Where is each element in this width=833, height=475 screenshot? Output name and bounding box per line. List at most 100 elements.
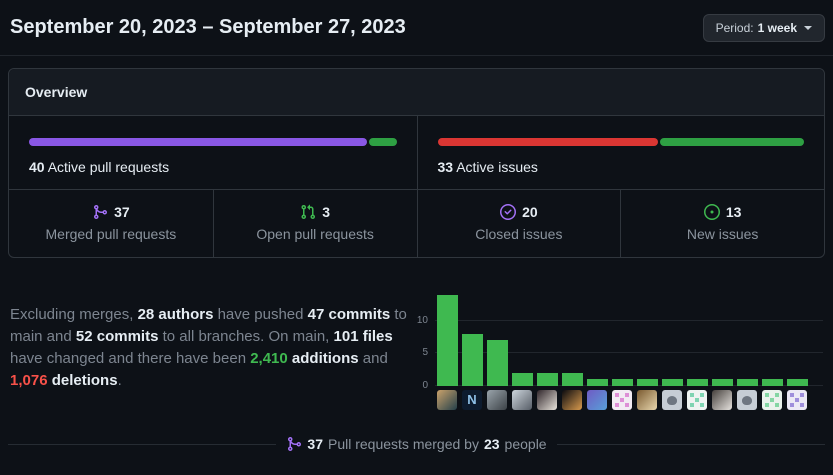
default-avatar-icon (742, 396, 752, 405)
commit-count-bar (662, 379, 683, 386)
active-pull-requests-section: 40 Active pull requests (9, 116, 417, 189)
default-avatar-icon (667, 396, 677, 405)
summary-segment: . (117, 372, 122, 389)
merged-pull-requests-count: 37 (114, 204, 130, 220)
summary-segment: Excluding merges, (10, 306, 138, 323)
chart-bars (437, 288, 823, 386)
issues-progress-bar (437, 138, 804, 146)
overview-title: Overview (25, 84, 88, 100)
closed-issues-label: Closed issues (475, 226, 563, 242)
open-pull-requests-stat[interactable]: 3 Open pull requests (212, 190, 417, 257)
author-avatar[interactable] (512, 390, 532, 410)
author-avatar[interactable] (612, 390, 632, 410)
overview-active-section: 40 Active pull requests 33 Active issues (9, 116, 824, 189)
author-avatar[interactable] (787, 390, 807, 410)
new-segment (660, 138, 804, 146)
author-avatar[interactable] (537, 390, 557, 410)
author-avatar[interactable] (487, 390, 507, 410)
merged-pull-requests-divider: 37 Pull requests merged by 23 people (8, 436, 826, 452)
commit-count-bar (612, 379, 633, 386)
author-avatar[interactable] (637, 390, 657, 410)
commit-count-bar (512, 372, 533, 386)
merged-pull-requests-label: Merged pull requests (45, 226, 177, 242)
overview-card-header: Overview (9, 69, 824, 116)
commit-count-bar (437, 294, 458, 386)
merged-pull-requests-stat[interactable]: 37 Merged pull requests (9, 190, 213, 257)
merged-text: Pull requests merged by (328, 436, 479, 452)
commit-count-bar (637, 379, 658, 386)
commits-per-author-chart: 0 5 10 N (413, 288, 823, 410)
author-avatar[interactable] (687, 390, 707, 410)
people-text: people (504, 436, 547, 452)
open-segment (369, 138, 397, 146)
commit-count-bar (737, 379, 758, 386)
summary-segment: to main and (10, 306, 407, 345)
summary-segment: have changed and there have been (10, 350, 251, 367)
commit-summary-paragraph: Excluding merges, 28 authors have pushed… (10, 304, 412, 410)
issue-opened-icon (703, 204, 720, 220)
overview-card: Overview 40 Active pull requests 33 Acti… (8, 68, 825, 258)
active-pull-requests-text: Active pull requests (47, 159, 170, 175)
merged-segment (29, 138, 368, 146)
chart-ytick-label: 5 (422, 347, 428, 359)
new-issues-stat[interactable]: 13 New issues (620, 190, 824, 257)
new-issues-label: New issues (686, 226, 759, 242)
identicon-pattern (790, 393, 794, 397)
active-pull-requests-label: 40 Active pull requests (29, 159, 397, 175)
author-avatar[interactable] (712, 390, 732, 410)
issue-closed-icon (500, 204, 517, 220)
merged-summary-text: 37 Pull requests merged by 23 people (286, 436, 547, 452)
open-pull-requests-count: 3 (322, 204, 331, 220)
pull-requests-progress-bar (29, 138, 397, 146)
summary-segment: 2,410 (250, 350, 288, 367)
commit-count-bar (462, 333, 483, 386)
new-issues-count: 13 (725, 204, 742, 220)
chevron-down-icon (804, 25, 812, 30)
commit-count-bar (762, 379, 783, 386)
git-merge-icon (94, 205, 108, 220)
people-count: 23 (483, 436, 500, 452)
identicon-pattern (765, 393, 769, 397)
activity-section: Excluding merges, 28 authors have pushed… (0, 258, 833, 410)
open-pull-requests-label: Open pull requests (256, 226, 374, 242)
summary-segment: additions (291, 350, 359, 367)
identicon-pattern (690, 393, 694, 397)
active-issues-label: 33 Active issues (438, 159, 805, 175)
commit-count-bar (687, 379, 708, 386)
commit-count-bar (587, 379, 608, 386)
author-avatar[interactable] (762, 390, 782, 410)
summary-segment: have pushed (213, 306, 308, 323)
author-avatar[interactable] (737, 390, 757, 410)
active-pull-requests-count: 40 (29, 159, 45, 175)
author-avatar[interactable] (437, 390, 457, 410)
closed-issues-stat[interactable]: 20 Closed issues (416, 190, 621, 257)
period-value: 1 week (757, 20, 797, 35)
git-pull-request-icon (301, 204, 316, 220)
chart-ytick-label: 10 (416, 314, 428, 326)
period-dropdown-button[interactable]: Period: 1 week (702, 13, 825, 42)
identicon-pattern (615, 393, 619, 397)
summary-segment: 101 files (333, 328, 393, 345)
divider-line-right (556, 443, 826, 445)
author-avatar[interactable] (587, 390, 607, 410)
overview-stats-row: 37 Merged pull requests 3 Open pull requ… (9, 189, 824, 257)
merged-count: 37 (307, 436, 323, 452)
page-header: September 20, 2023 – September 27, 2023 … (0, 0, 833, 56)
summary-segment: deletions (51, 372, 118, 389)
chart-gridline (435, 352, 823, 354)
author-avatar[interactable] (562, 390, 582, 410)
commit-count-bar (562, 372, 583, 386)
active-issues-count: 33 (437, 159, 454, 175)
author-avatars-row: N (437, 390, 823, 410)
author-avatar[interactable]: N (462, 390, 482, 410)
commit-count-bar (712, 379, 733, 386)
active-issues-section: 33 Active issues (416, 116, 825, 189)
closed-issues-count: 20 (522, 204, 538, 220)
divider-line-left (8, 443, 277, 445)
summary-segment: to all branches. On main, (158, 328, 334, 345)
summary-segment: and (358, 350, 388, 367)
chart-gridline (435, 319, 823, 321)
active-issues-text: Active issues (456, 159, 538, 175)
author-avatar[interactable] (662, 390, 682, 410)
